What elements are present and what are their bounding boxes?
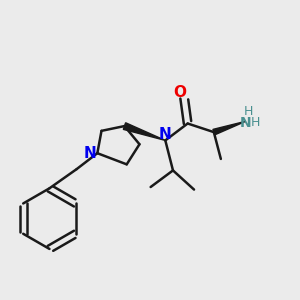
Polygon shape xyxy=(213,121,246,135)
Text: H: H xyxy=(250,116,260,129)
Polygon shape xyxy=(123,123,165,140)
Text: N: N xyxy=(240,116,252,130)
Text: N: N xyxy=(83,146,96,161)
Text: N: N xyxy=(159,127,172,142)
Text: H: H xyxy=(244,105,254,118)
Text: O: O xyxy=(173,85,186,100)
